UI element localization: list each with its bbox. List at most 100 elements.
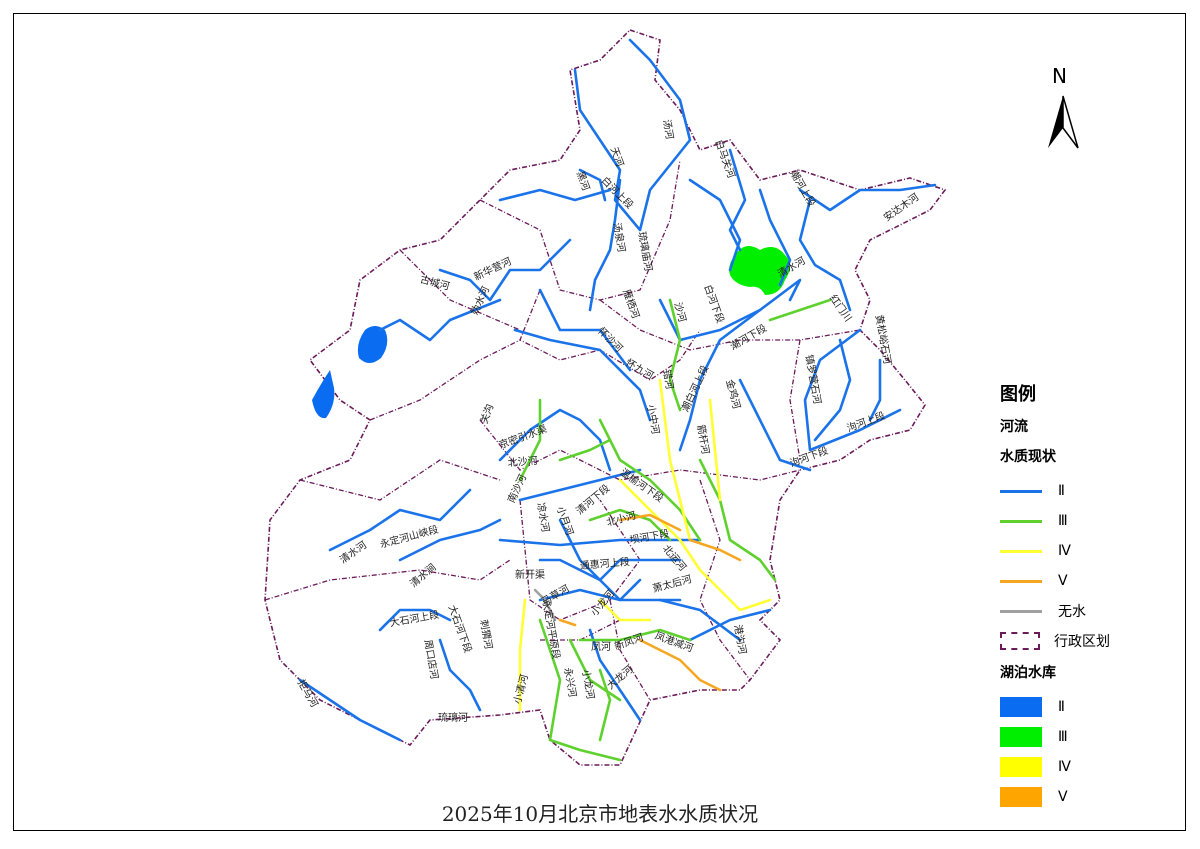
river-II xyxy=(868,358,882,422)
river-label: 琉璃庙河 xyxy=(636,231,656,273)
river-label: 新华营河 xyxy=(472,254,514,283)
district-boundary xyxy=(699,479,751,681)
river-II xyxy=(538,288,632,372)
legend: 图例 河流 水质现状 Ⅱ Ⅲ Ⅳ Ⅴ 无水 行政区划 湖泊水库 Ⅱ Ⅲ Ⅳ Ⅴ xyxy=(1000,380,1140,812)
legend-label: Ⅳ xyxy=(1058,543,1071,559)
district-boundary xyxy=(789,339,801,461)
river-label: 小中河 xyxy=(644,403,662,435)
river-IV xyxy=(658,378,692,542)
river-label: 永兴河 xyxy=(561,666,579,698)
river-II xyxy=(298,678,402,742)
river-III xyxy=(558,438,612,462)
river-II xyxy=(813,338,852,442)
legend-item-lake-2: Ⅳ xyxy=(1000,752,1140,782)
river-II xyxy=(378,608,452,632)
river-II xyxy=(518,468,642,502)
legend-label: 行政区划 xyxy=(1054,634,1110,650)
river-line-swatch xyxy=(1000,579,1042,583)
river-II xyxy=(658,278,802,342)
river-IV xyxy=(618,478,772,612)
river-label: 白马关河 xyxy=(712,138,738,180)
river-III xyxy=(518,398,542,482)
district-boundary xyxy=(264,559,511,601)
river-II xyxy=(538,558,682,582)
river-line-swatch xyxy=(1000,519,1042,523)
district-boundary xyxy=(479,419,801,481)
legend-label: Ⅴ xyxy=(1058,573,1068,589)
legend-rivers-heading: 河流 xyxy=(1000,419,1028,435)
river-label: 安达木河 xyxy=(881,190,921,224)
legend-label: 无水 xyxy=(1058,604,1086,620)
legend-item-lake-0: Ⅱ xyxy=(1000,692,1140,722)
river-label: 潮河下段 xyxy=(728,321,769,352)
legend-item-river-0: Ⅱ xyxy=(1000,476,1140,506)
river-label: 大石河下段 xyxy=(446,603,475,654)
river-label: 小月河 xyxy=(554,505,576,537)
legend-item-lake-3: Ⅴ xyxy=(1000,782,1140,812)
legend-label: Ⅱ xyxy=(1058,483,1065,499)
river-II xyxy=(378,298,502,342)
river-label: 清水涧 xyxy=(407,561,438,590)
river-label: 小清河 xyxy=(510,673,530,705)
river-III xyxy=(588,508,672,542)
river-label: 汤泉河 xyxy=(610,221,628,253)
river-label: 潮白河上段 xyxy=(678,363,711,414)
guanting-reservoir xyxy=(312,326,388,419)
district-boundary xyxy=(609,599,651,701)
river-II xyxy=(738,378,812,472)
river-II xyxy=(658,598,742,642)
river-V xyxy=(688,538,742,562)
river-label: 古城河 xyxy=(419,272,451,292)
river-label: 白河下段 xyxy=(701,283,727,325)
river-line-swatch xyxy=(1000,609,1042,613)
river-label: 箭杆河 xyxy=(694,423,712,455)
river-II xyxy=(328,488,472,552)
river-III xyxy=(698,458,777,582)
legend-label: Ⅴ xyxy=(1058,789,1068,805)
river-label: 永定河山峡段 xyxy=(378,523,439,551)
district-boundary xyxy=(399,249,521,331)
river-IV xyxy=(708,398,722,502)
river-label: 泃河上段 xyxy=(845,409,887,435)
lake-legend-list: Ⅱ Ⅲ Ⅳ Ⅴ xyxy=(1000,692,1140,812)
district-boundary xyxy=(519,499,641,621)
river-label: 沙河 xyxy=(672,301,689,323)
river-II xyxy=(798,183,937,212)
legend-quality-heading: 水质现状 xyxy=(1000,449,1056,465)
river-III xyxy=(538,618,622,762)
river-V xyxy=(638,638,722,692)
river-label: 刺猬河 xyxy=(477,619,494,651)
river-III xyxy=(598,418,702,542)
river-label: 琉璃河 xyxy=(438,711,468,724)
legend-item-river-4: 无水 xyxy=(1000,596,1140,626)
boundary-swatch xyxy=(1000,632,1040,650)
river-label: 京密引水渠 xyxy=(497,422,548,451)
river-V xyxy=(618,513,682,532)
river-label: 黑河 xyxy=(574,170,592,193)
river-V xyxy=(558,618,577,627)
river-II xyxy=(438,638,482,712)
north-arrow-icon xyxy=(1048,95,1079,149)
legend-lakes-heading: 湖泊水库 xyxy=(1000,665,1056,681)
river-label: 妫水河 xyxy=(469,285,493,317)
lake-box-swatch xyxy=(1000,757,1042,777)
river-none xyxy=(533,588,557,622)
legend-label: Ⅱ xyxy=(1058,699,1065,715)
river-II xyxy=(798,198,852,312)
river-label: 黄松峪石河 xyxy=(873,314,894,365)
river-label: 雁栖河 xyxy=(620,287,642,320)
district-boundary xyxy=(299,459,501,501)
legend-label: Ⅲ xyxy=(1058,513,1068,529)
miyun-reservoir xyxy=(729,246,790,295)
river-IV xyxy=(518,598,527,712)
river-II xyxy=(538,588,682,602)
river-label: 凉水河 xyxy=(534,501,552,533)
lake-box-swatch xyxy=(1000,727,1042,747)
river-label: 通惠河上段 xyxy=(579,555,630,572)
river-label: 萧太后河 xyxy=(651,572,693,595)
river-II xyxy=(578,168,607,202)
city-boundary xyxy=(264,29,947,766)
legend-item-lake-1: Ⅲ xyxy=(1000,722,1140,752)
legend-item-river-3: Ⅴ xyxy=(1000,566,1140,596)
